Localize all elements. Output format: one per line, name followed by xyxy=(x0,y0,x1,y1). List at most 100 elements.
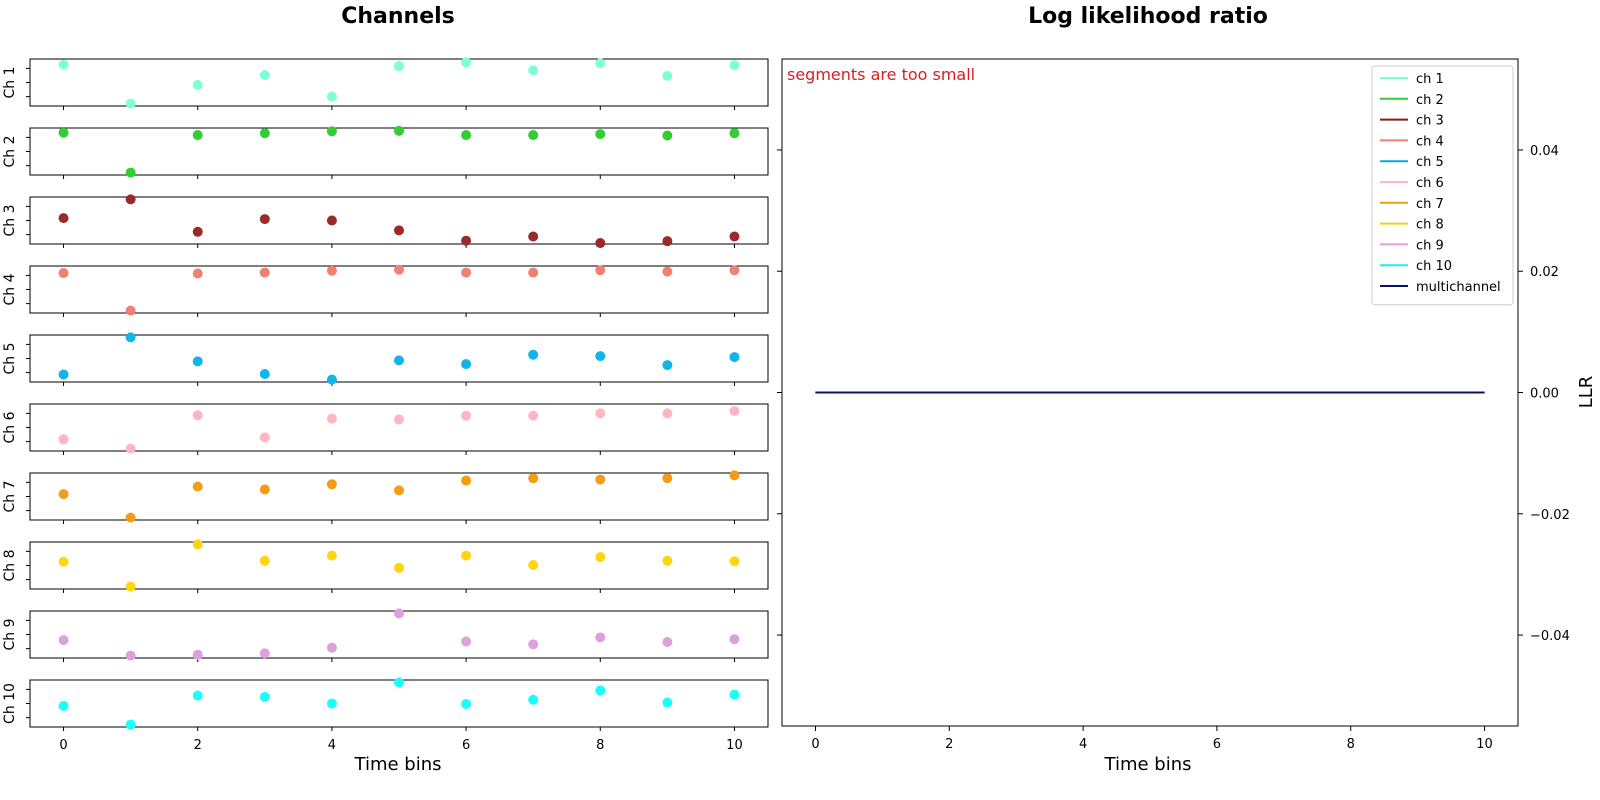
channel-point xyxy=(58,635,69,646)
channel-point xyxy=(58,127,69,138)
left-x-tick-label: 6 xyxy=(462,738,470,753)
channel-point xyxy=(192,268,203,279)
right-x-axis-label: Time bins xyxy=(1104,754,1192,775)
channel-point xyxy=(326,91,337,102)
channel-point xyxy=(58,700,69,711)
channel-point xyxy=(326,550,337,561)
left-x-tick-label: 0 xyxy=(59,738,67,753)
channel-label: Ch 7 xyxy=(2,480,18,512)
channel-point xyxy=(729,556,740,567)
channel-point xyxy=(394,264,404,275)
llr-y-tick-label: 0.04 xyxy=(1530,144,1559,159)
channel-point xyxy=(729,470,740,481)
channel-point xyxy=(729,128,740,139)
channel-point xyxy=(192,226,203,237)
channel-point xyxy=(528,267,539,278)
channel-point xyxy=(595,265,606,276)
channel-point xyxy=(595,129,606,140)
channel-point xyxy=(595,632,606,643)
llr-x-tick-label: 10 xyxy=(1476,737,1493,752)
channel-point xyxy=(729,352,740,363)
channel-point xyxy=(259,648,270,659)
llr-panel: 0.04 0.02 0.00 −0.02 −0.04 0 2 4 6 8 10 xyxy=(777,58,1570,752)
channel-point xyxy=(326,698,337,709)
channel-point xyxy=(326,479,337,490)
channel-point xyxy=(461,359,472,370)
channel-point xyxy=(662,408,673,419)
llr-x-tick-label: 8 xyxy=(1347,737,1355,752)
channel-point xyxy=(259,128,270,139)
channel-point xyxy=(595,351,606,362)
channel-point xyxy=(461,235,472,246)
channel-point xyxy=(259,69,270,80)
channel-point xyxy=(326,374,337,385)
channel-strip-frame xyxy=(29,403,769,452)
channel-point xyxy=(528,130,539,141)
channel-point xyxy=(662,130,673,141)
channel-point xyxy=(58,434,69,445)
channel-point xyxy=(662,473,673,484)
channel-point xyxy=(662,360,673,371)
channel-point xyxy=(326,215,337,226)
channel-point xyxy=(729,60,740,71)
channel-point xyxy=(58,59,69,70)
channel-point xyxy=(729,406,740,417)
legend-label: ch 2 xyxy=(1416,93,1444,108)
channel-point xyxy=(125,581,136,592)
channel-point xyxy=(528,65,539,76)
channel-label: Ch 2 xyxy=(2,135,18,167)
channel-point xyxy=(125,167,136,178)
llr-legend: ch 1 ch 2 ch 3 ch 4 ch 5 ch 6 ch 7 ch 8 ch 9 ch 1… xyxy=(1371,65,1514,306)
channel-point xyxy=(595,474,606,485)
channel-point xyxy=(125,305,136,316)
left-x-tick-label: 4 xyxy=(328,738,336,753)
channel-point xyxy=(192,130,203,141)
channel-point xyxy=(461,130,472,141)
channel-point xyxy=(326,265,337,276)
channel-point xyxy=(528,231,539,242)
channel-point xyxy=(192,356,203,367)
channel-point xyxy=(528,410,539,421)
channel-point xyxy=(729,265,740,276)
channel-point xyxy=(326,126,337,137)
channel-point xyxy=(192,79,203,90)
channel-point xyxy=(394,485,404,496)
channel-point xyxy=(259,555,270,566)
legend-label: ch 4 xyxy=(1416,134,1444,149)
llr-y-tick-label: −0.04 xyxy=(1530,629,1570,644)
channel-point xyxy=(394,608,404,619)
channel-label: Ch 4 xyxy=(2,273,18,305)
legend-label: ch 5 xyxy=(1416,155,1444,170)
channel-point xyxy=(394,125,404,136)
channel-point xyxy=(326,642,337,653)
channel-point xyxy=(595,408,606,419)
channel-point xyxy=(192,649,203,660)
llr-x-tick-label: 2 xyxy=(945,737,953,752)
channel-point xyxy=(394,225,404,236)
legend-label: ch 7 xyxy=(1416,197,1444,212)
llr-y-tick-label: 0.00 xyxy=(1530,387,1559,402)
channel-point xyxy=(461,698,472,709)
llr-title: Log likelihood ratio xyxy=(1028,4,1268,29)
llr-y-tick-label: −0.02 xyxy=(1530,508,1570,523)
channel-point xyxy=(662,236,673,247)
channel-label: Ch 3 xyxy=(2,204,18,236)
llr-x-tick-label: 0 xyxy=(811,737,819,752)
channel-point xyxy=(259,267,270,278)
legend-label: ch 1 xyxy=(1416,72,1444,87)
channel-point xyxy=(58,489,69,500)
legend-label: ch 3 xyxy=(1416,114,1444,129)
channel-label: Ch 10 xyxy=(2,683,18,724)
llr-x-tick-label: 6 xyxy=(1213,737,1221,752)
legend-label: ch 9 xyxy=(1416,238,1444,253)
channel-point xyxy=(595,238,606,249)
channel-point xyxy=(595,552,606,563)
channel-point xyxy=(58,268,69,279)
channel-point xyxy=(662,697,673,708)
channel-point xyxy=(461,267,472,278)
channel-point xyxy=(192,690,203,701)
llr-annotation: segments are too small xyxy=(787,65,975,84)
channel-point xyxy=(528,639,539,650)
channel-point xyxy=(729,689,740,700)
